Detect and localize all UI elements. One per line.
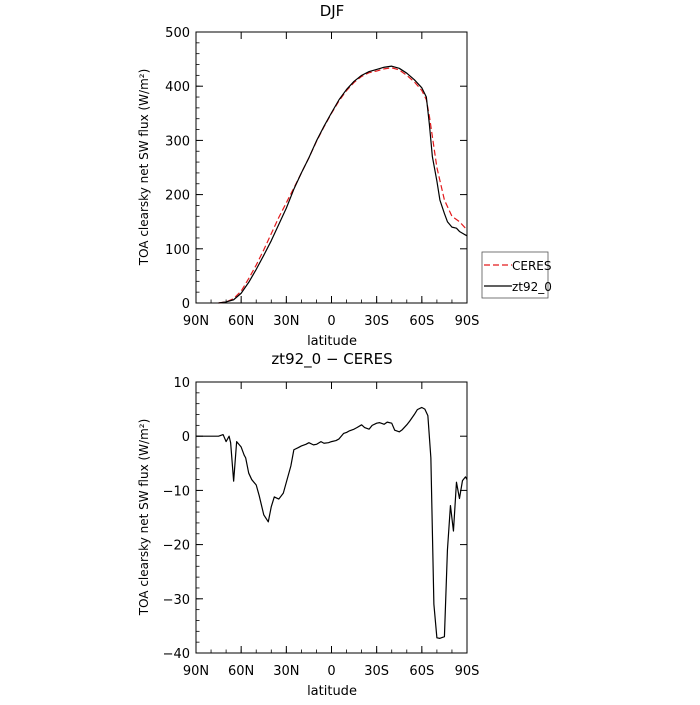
top-chart-x-axis-label: latitude <box>307 334 357 349</box>
bottom-chart-y-tick-label: 0 <box>182 430 190 445</box>
bottom-chart-title: zt92_0 − CERES <box>271 350 392 369</box>
top-chart-x-tick-label: 60N <box>228 314 254 329</box>
top-chart-series-zt92-line <box>218 65 468 304</box>
bottom-chart-x-tick-label: 60N <box>228 664 254 679</box>
top-chart-y-tick-label: 400 <box>165 80 190 95</box>
bottom-chart-series <box>196 406 468 639</box>
top-chart-y-tick-label: 100 <box>165 243 190 258</box>
bottom-chart-x-tick-label: 60S <box>409 664 434 679</box>
top-chart-y-axis-label: TOA clearsky net SW flux (W/m²) <box>137 69 151 267</box>
top-chart-y-tick-label: 500 <box>165 26 190 41</box>
bottom-chart-y-axis: −40 −30 −20 −10 0 10 <box>163 376 467 662</box>
top-chart-x-tick-label: 0 <box>327 314 335 329</box>
top-chart-x-tick-label: 90N <box>183 314 209 329</box>
bottom-chart-x-tick-label: 90N <box>183 664 209 679</box>
bottom-chart-x-tick-label: 30S <box>364 664 389 679</box>
bottom-chart-series-difference-line <box>196 406 468 639</box>
bottom-chart-plot-frame <box>195 381 468 654</box>
top-chart-legend: CERES zt92_0 <box>481 251 552 299</box>
top-chart-x-axis: 90N 60N 30N 0 30S 60S 90S <box>183 32 480 329</box>
top-chart-y-axis: 0 100 200 300 400 500 <box>165 26 467 312</box>
top-chart-x-tick-label: 60S <box>409 314 434 329</box>
legend-ceres-label: CERES <box>512 259 552 273</box>
top-chart-y-tick-label: 200 <box>165 189 190 204</box>
bottom-chart-x-axis-label: latitude <box>307 684 357 699</box>
legend-zt92-label: zt92_0 <box>512 280 552 294</box>
top-chart-x-tick-label: 30N <box>273 314 299 329</box>
top-chart-panel: DJF 0 100 200 300 400 500 90N 60N 30N 0 30S 60S 90S… <box>137 2 552 349</box>
top-chart-y-tick-label: 0 <box>182 297 190 312</box>
top-chart-series <box>218 65 468 304</box>
top-chart-x-tick-label: 30S <box>364 314 389 329</box>
bottom-chart-x-axis: 90N 60N 30N 0 30S 60S 90S <box>183 382 480 679</box>
top-chart-series-ceres-line <box>218 67 468 304</box>
bottom-chart-x-tick-label: 30N <box>273 664 299 679</box>
bottom-chart-y-tick-label: −20 <box>163 539 190 554</box>
bottom-chart-y-tick-label: −40 <box>163 647 190 662</box>
bottom-chart-y-tick-label: −30 <box>163 593 190 608</box>
top-chart-y-tick-label: 300 <box>165 134 190 149</box>
top-chart-title: DJF <box>320 2 345 20</box>
bottom-chart-x-tick-label: 0 <box>327 664 335 679</box>
bottom-chart-y-tick-label: 10 <box>173 376 190 391</box>
bottom-chart-y-tick-label: −10 <box>163 484 190 499</box>
bottom-chart-x-tick-label: 90S <box>455 664 480 679</box>
top-chart-x-tick-label: 90S <box>455 314 480 329</box>
legend-box <box>481 251 549 299</box>
top-chart-plot-frame <box>195 31 468 304</box>
bottom-chart-panel: zt92_0 − CERES −40 −30 −20 −10 0 10 90N 60N 30N… <box>137 350 479 699</box>
bottom-chart-y-axis-label: TOA clearsky net SW flux (W/m²) <box>137 419 151 617</box>
